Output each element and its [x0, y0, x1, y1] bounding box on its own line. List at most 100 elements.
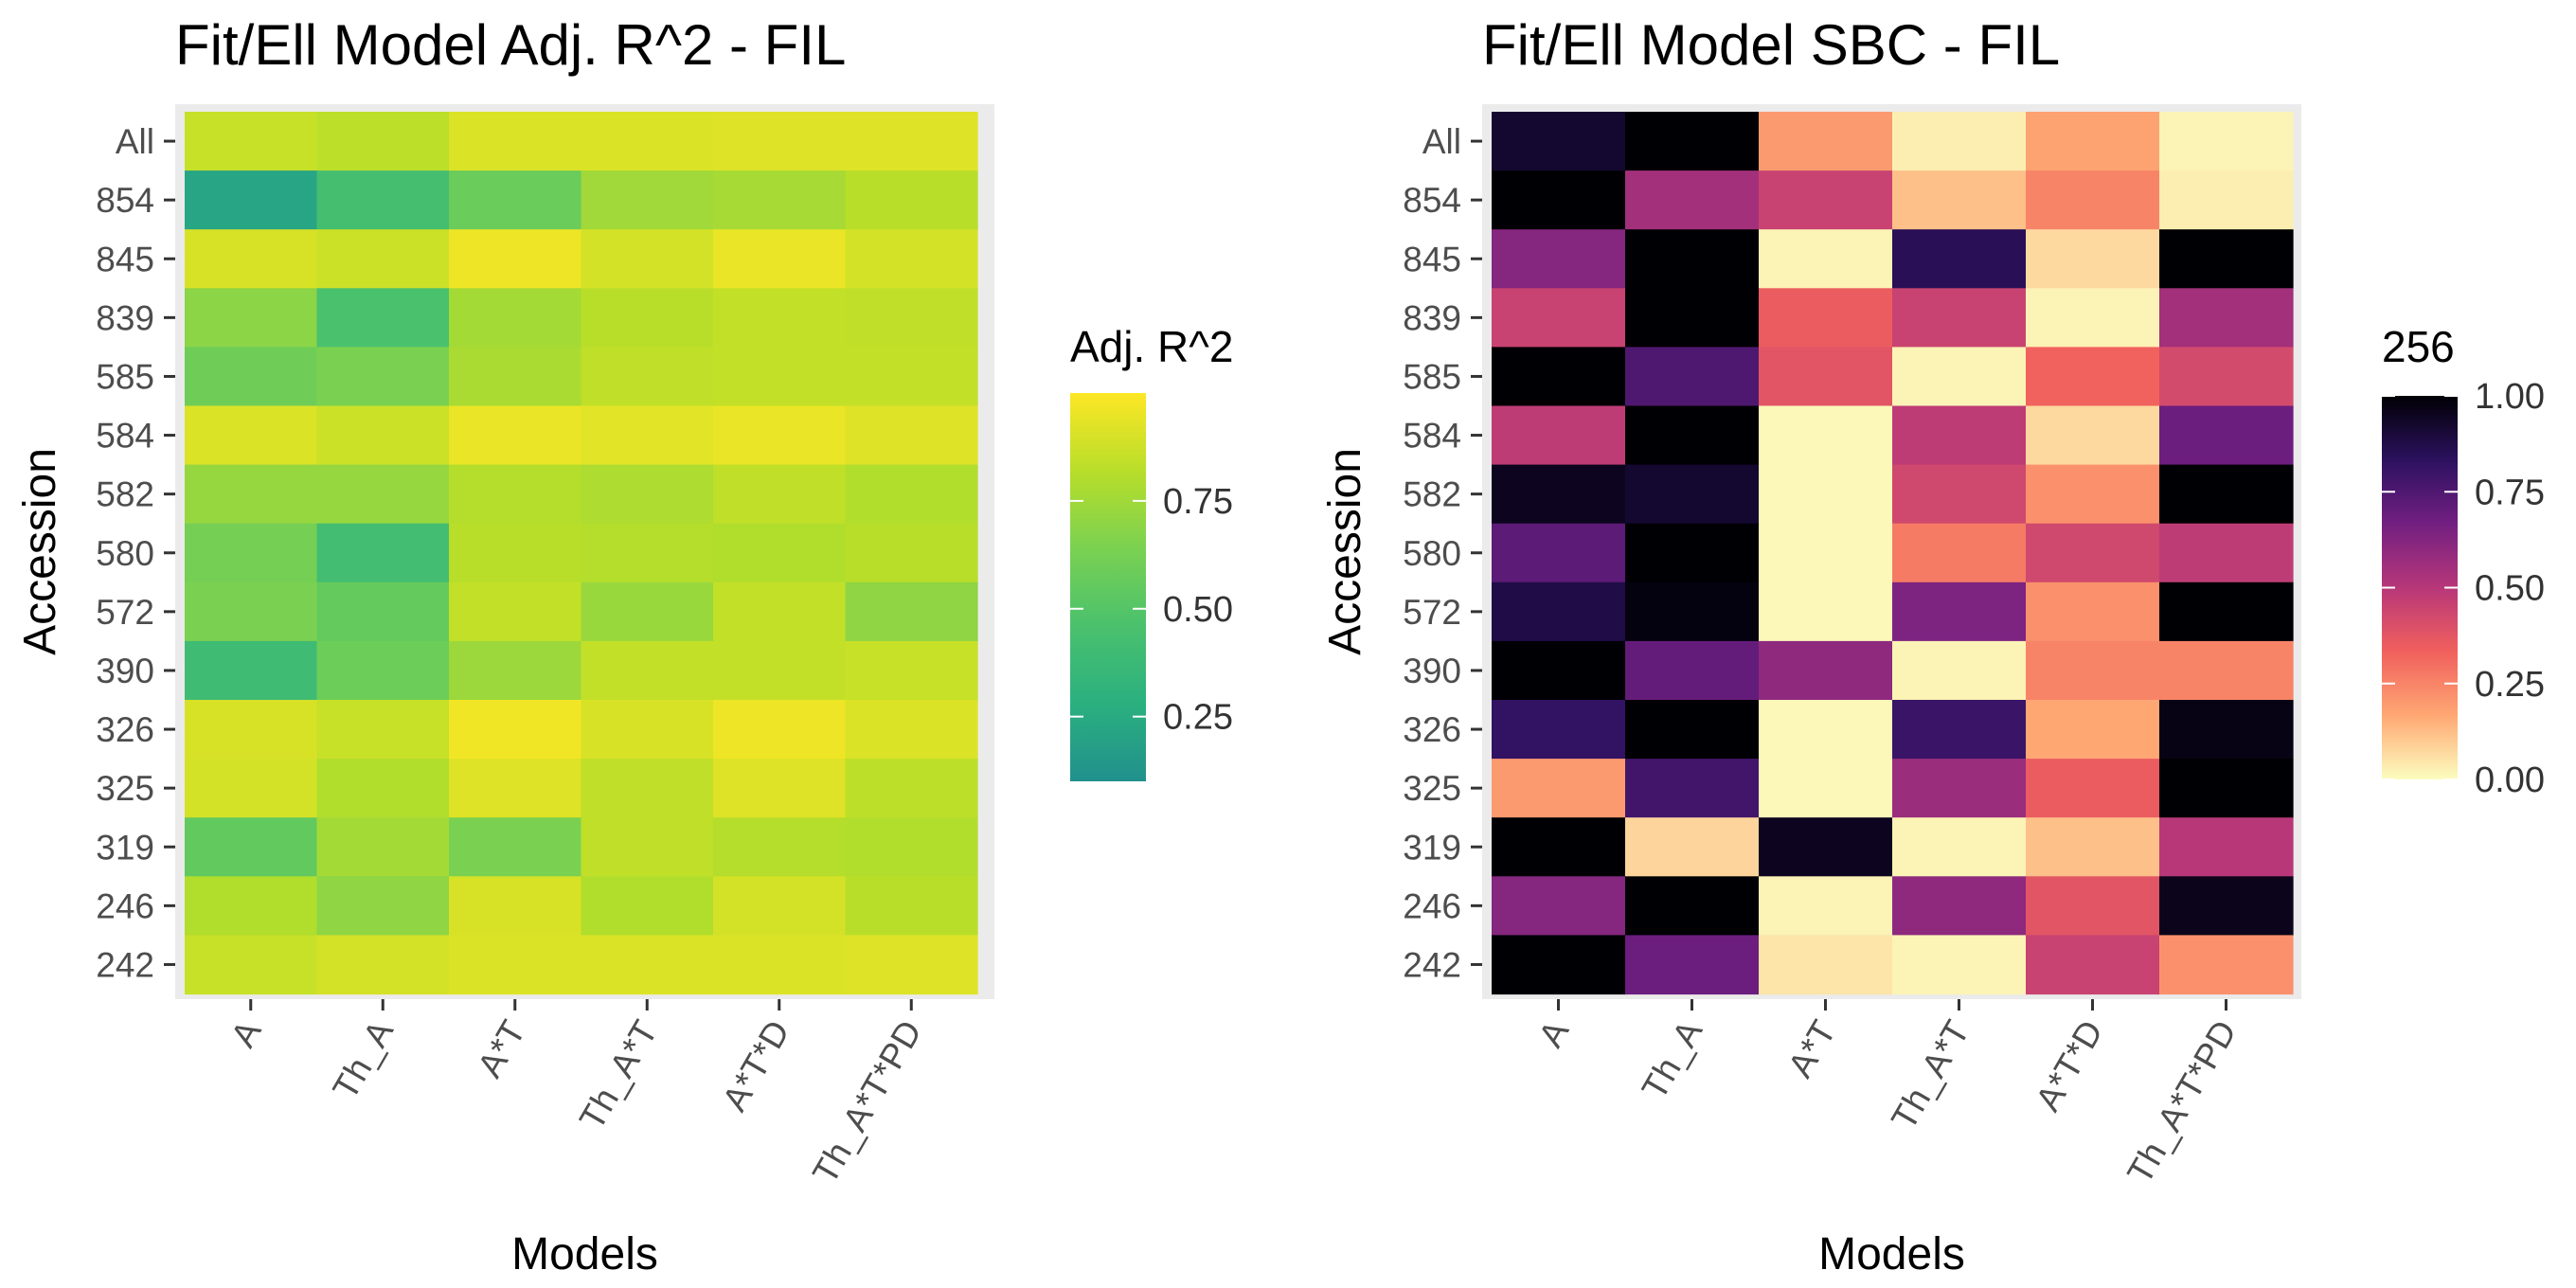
heatmap-cell: [2026, 405, 2160, 466]
heatmap-cell: [185, 700, 318, 760]
y-axis-title: Accession: [15, 448, 65, 655]
heatmap-cell: [845, 229, 978, 289]
y-tick-label: 584: [1403, 417, 1461, 456]
x-tick-label: A*T*D: [715, 1014, 797, 1118]
heatmap-cell: [449, 405, 582, 466]
heatmap-panel-2: Fit/Ell Model SBC - FIL All 854 845 839 585 58…: [1320, 13, 2545, 1279]
heatmap-cell: [2026, 759, 2160, 818]
heatmap-cell: [845, 700, 978, 760]
x-tick-label: Th_A*T: [1884, 1014, 1977, 1136]
legend-tick-label: 0.25: [1163, 698, 1233, 738]
heatmap-cell: [1492, 759, 1626, 818]
heatmap-cell: [2159, 935, 2294, 995]
heatmap-cell: [713, 229, 847, 289]
heatmap-cell: [449, 229, 582, 289]
heatmap-cell: [845, 523, 978, 583]
x-tick-label: Th_A: [1635, 1013, 1710, 1105]
heatmap-cell: [1625, 640, 1760, 701]
heatmap-cell: [1759, 405, 1893, 466]
heatmap-cell: [1492, 347, 1626, 407]
heatmap-cell: [449, 347, 582, 407]
heatmap-cell: [845, 464, 978, 525]
y-tick-label: All: [116, 122, 154, 161]
heatmap-cell: [713, 700, 847, 760]
heatmap-cell: [2026, 640, 2160, 701]
heatmap-cell: [713, 112, 847, 171]
heatmap-cell: [845, 759, 978, 818]
heatmap-cell: [449, 288, 582, 348]
heatmap-cell: [185, 288, 318, 348]
heatmap-cell: [713, 523, 847, 583]
heatmap-cell: [713, 347, 847, 407]
heatmap-cell: [1625, 170, 1760, 230]
heatmap-cell: [1759, 170, 1893, 230]
y-tick-label: 845: [96, 240, 154, 278]
heatmap-cell: [1759, 876, 1893, 936]
heatmap-cell: [2159, 170, 2294, 230]
heatmap-cell: [316, 170, 450, 230]
heatmap-cell: [713, 288, 847, 348]
heatmap-cell: [1492, 464, 1626, 525]
heatmap-cell: [1625, 464, 1760, 525]
heatmap-cell: [1759, 700, 1893, 760]
heatmap-cell: [1892, 581, 2027, 642]
heatmap-cell: [581, 759, 714, 818]
chart-title: Fit/Ell Model SBC - FIL: [1482, 13, 2060, 77]
heatmap-cell: [185, 759, 318, 818]
heatmap-cell: [316, 229, 450, 289]
heatmap-cell: [2159, 817, 2294, 877]
heatmap-cell: [1625, 876, 1760, 936]
heatmap-cell: [713, 640, 847, 701]
heatmap-cell: [1492, 876, 1626, 936]
heatmap-cell: [1892, 347, 2027, 407]
heatmap-cell: [316, 347, 450, 407]
legend-tick-label: 0.75: [2475, 473, 2545, 512]
heatmap-cell: [1625, 817, 1760, 877]
heatmap-cell: [1492, 581, 1626, 642]
heatmap-cell: [2026, 347, 2160, 407]
heatmap-cell: [581, 170, 714, 230]
legend-title: Adj. R^2: [1070, 322, 1233, 371]
heatmap-cell: [185, 640, 318, 701]
heatmap-cell: [845, 581, 978, 642]
x-axis-title: Models: [1818, 1229, 1965, 1279]
heatmap-cell: [185, 112, 318, 171]
heatmap-cell: [1625, 347, 1760, 407]
y-tick-label: 845: [1403, 240, 1461, 278]
heatmap-cell: [1892, 229, 2027, 289]
heatmap-cell: [449, 112, 582, 171]
heatmap-cell: [2159, 464, 2294, 525]
heatmap-cell: [1892, 405, 2027, 466]
heatmap-cell: [316, 112, 450, 171]
heatmap-cell: [316, 640, 450, 701]
heatmap-cell: [845, 112, 978, 171]
heatmap-cell: [2159, 229, 2294, 289]
y-tick-label: 580: [96, 534, 154, 573]
legend: Adj. R^2 0.25 0.50 0.75: [1070, 322, 1233, 781]
heatmap-cell: [185, 229, 318, 289]
legend-tick-label: 0.75: [1163, 482, 1233, 522]
heatmap-cell: [2159, 288, 2294, 348]
heatmap-cell: [1892, 112, 2027, 171]
y-tick-label: 242: [96, 945, 154, 984]
heatmap-cell: [1892, 523, 2027, 583]
heatmap-cell: [1625, 229, 1760, 289]
heatmap-cell: [1892, 817, 2027, 877]
legend-title: 256: [2382, 322, 2455, 371]
heatmap-cell: [1625, 405, 1760, 466]
x-tick-label: Th_A*T: [572, 1014, 665, 1136]
heatmap-cell: [1892, 935, 2027, 995]
heatmap-cell: [581, 581, 714, 642]
heatmap-cell: [2159, 876, 2294, 936]
heatmap-cell: [2026, 170, 2160, 230]
heatmap-cell: [1492, 817, 1626, 877]
y-tick-label: 854: [96, 181, 154, 220]
heatmap-cell: [713, 464, 847, 525]
heatmap-cell: [2159, 347, 2294, 407]
legend-colorbar: [1070, 393, 1146, 781]
heatmap-cell: [2159, 112, 2294, 171]
heatmap-cell: [2026, 817, 2160, 877]
heatmap-cell: [1625, 112, 1760, 171]
y-tick-label: All: [1422, 122, 1461, 161]
heatmap-cell: [185, 464, 318, 525]
